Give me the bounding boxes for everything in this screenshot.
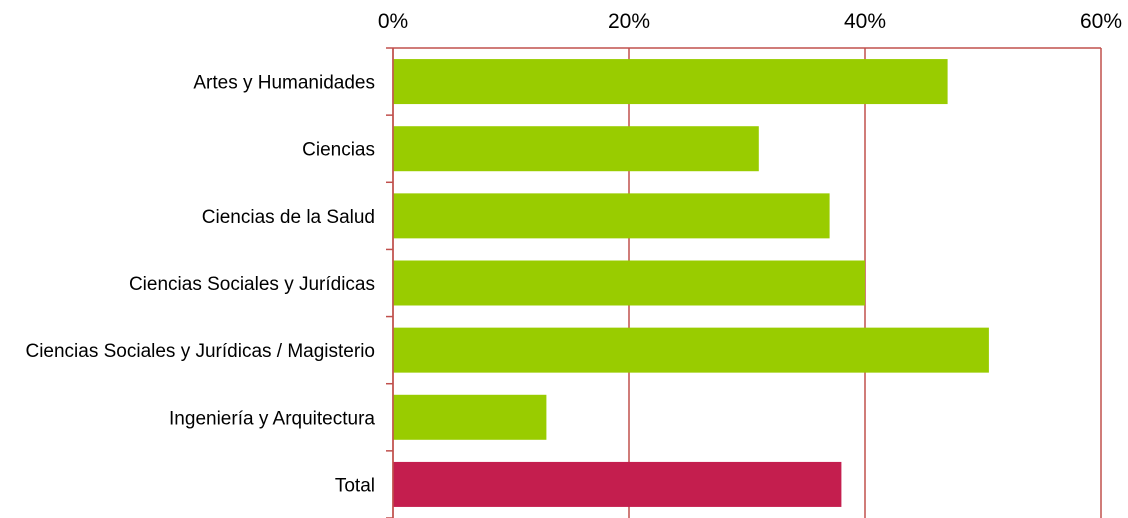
axes	[386, 47, 1101, 518]
bar-2	[393, 193, 830, 239]
x-tick-label-2: 40%	[844, 10, 886, 33]
x-tick-label-3: 60%	[1080, 10, 1122, 33]
bar-6	[393, 461, 842, 507]
x-tick-label-0: 0%	[378, 10, 408, 33]
category-label-2: Ciencias de la Salud	[202, 207, 375, 228]
category-labels: Artes y Humanidades Ciencias Ciencias de l…	[25, 73, 375, 497]
category-label-0: Artes y Humanidades	[193, 73, 375, 94]
x-tick-label-1: 20%	[608, 10, 650, 33]
bar-5	[393, 394, 547, 440]
category-label-4: Ciencias Sociales y Jurídicas / Magister…	[25, 341, 375, 362]
category-label-3: Ciencias Sociales y Jurídicas	[129, 274, 375, 295]
category-label-1: Ciencias	[302, 140, 375, 161]
bar-0	[393, 59, 948, 105]
bar-1	[393, 126, 759, 172]
category-label-5: Ingeniería y Arquitectura	[169, 408, 375, 429]
x-tick-labels: 0% 20% 40% 60%	[378, 10, 1122, 33]
bars	[393, 59, 989, 507]
bar-3	[393, 260, 865, 306]
bar-4	[393, 327, 989, 373]
category-label-6: Total	[335, 475, 375, 496]
